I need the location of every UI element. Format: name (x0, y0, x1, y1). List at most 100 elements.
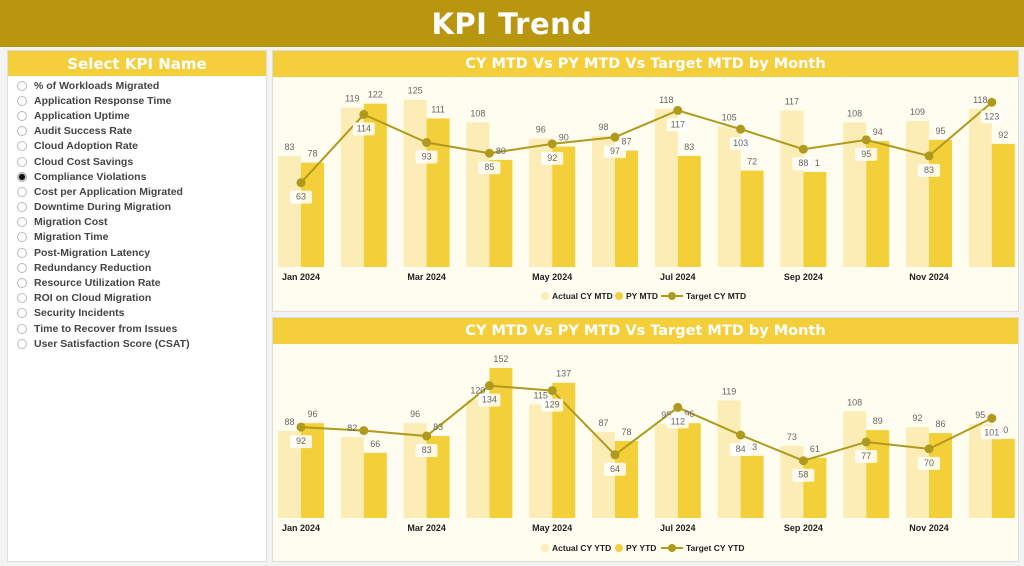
py-bar (740, 455, 764, 518)
target-point (610, 132, 620, 142)
target-point (296, 422, 306, 432)
radio-button-icon[interactable] (17, 186, 27, 197)
kpi-option-label: Post-Migration Latency (34, 246, 151, 259)
kpi-option[interactable]: Redundancy Reduction (8, 260, 266, 275)
kpi-option[interactable]: Time to Recover from Issues (8, 321, 266, 336)
target-point (924, 151, 934, 161)
target-data-label: 63 (296, 192, 306, 202)
radio-button-icon[interactable] (17, 80, 27, 91)
radio-button-icon[interactable] (17, 126, 27, 137)
legend-py-label: PY MTD (626, 291, 658, 301)
target-data-label: 84 (736, 444, 746, 454)
target-point (359, 426, 369, 436)
mtd-chart: 83 78 63 Jan 2024 119 122 114 125 111 93 Mar 2024 1… (278, 86, 1015, 301)
py-data-label: 63 (747, 442, 757, 452)
target-point (673, 402, 683, 412)
x-tick-label: Nov 2024 (909, 272, 949, 282)
actual-data-label: 87 (598, 418, 608, 428)
target-label-box (729, 443, 752, 457)
py-data-label: 78 (621, 427, 631, 437)
radio-button-icon[interactable] (17, 323, 27, 334)
kpi-option[interactable]: Compliance Violations (8, 169, 266, 184)
actual-bar (466, 122, 490, 267)
actual-data-label: 82 (347, 423, 357, 433)
radio-button-icon[interactable] (17, 247, 27, 258)
kpi-option[interactable]: Cost per Application Migrated (8, 184, 266, 199)
py-bar (677, 423, 701, 518)
actual-bar (968, 109, 992, 267)
kpi-option-label: User Satisfaction Score (CSAT) (34, 337, 190, 350)
kpi-option[interactable]: Application Response Time (8, 93, 266, 108)
radio-button-icon[interactable] (17, 338, 27, 349)
kpi-option[interactable]: Cloud Cost Savings (8, 154, 266, 169)
target-data-label: 85 (484, 162, 494, 172)
kpi-option[interactable]: Migration Cost (8, 215, 266, 230)
target-data-label: 97 (610, 146, 620, 156)
x-tick-label: Sep 2024 (784, 523, 823, 533)
actual-bar (278, 155, 301, 267)
radio-button-icon[interactable] (17, 110, 27, 121)
radio-button-icon[interactable] (17, 308, 27, 319)
radio-button-icon[interactable] (17, 95, 27, 106)
kpi-option-label: Resource Utilization Rate (34, 277, 161, 290)
actual-bar (592, 135, 615, 267)
kpi-option[interactable]: Resource Utilization Rate (8, 275, 266, 290)
kpi-option[interactable]: Post-Migration Latency (8, 245, 266, 260)
dashboard-header: KPI Trend (0, 0, 1024, 47)
kpi-option[interactable]: Security Incidents (8, 306, 266, 321)
target-label-box (666, 118, 689, 132)
radio-button-icon[interactable] (17, 171, 27, 182)
py-data-label: 90 (559, 133, 569, 143)
kpi-option[interactable]: Downtime During Migration (8, 200, 266, 215)
kpi-option[interactable]: Audit Success Rate (8, 124, 266, 139)
kpi-option-label: Security Incidents (34, 307, 125, 320)
x-tick-label: Nov 2024 (909, 523, 949, 533)
x-tick-label: Mar 2024 (407, 272, 446, 282)
target-label-box (541, 398, 564, 412)
target-data-label: 77 (861, 451, 871, 461)
kpi-option[interactable]: ROI on Cloud Migration (8, 291, 266, 306)
kpi-option[interactable]: Cloud Adoption Rate (8, 139, 266, 154)
py-data-label: 95 (935, 126, 945, 136)
target-point (987, 413, 997, 423)
actual-bar (529, 404, 553, 518)
kpi-option[interactable]: % of Workloads Migrated (8, 78, 266, 93)
py-data-label: 83 (684, 142, 694, 152)
radio-button-icon[interactable] (17, 156, 27, 167)
x-tick-label: Jan 2024 (282, 272, 320, 282)
chart-title: CY MTD Vs PY MTD Vs Target MTD by Month (273, 51, 1018, 77)
actual-data-label: 108 (470, 108, 485, 118)
radio-button-icon[interactable] (17, 202, 27, 213)
kpi-option-label: % of Workloads Migrated (34, 79, 160, 92)
actual-bar (592, 432, 615, 518)
radio-button-icon[interactable] (17, 293, 27, 304)
radio-button-icon[interactable] (17, 141, 27, 152)
kpi-option[interactable]: User Satisfaction Score (CSAT) (8, 336, 266, 351)
py-data-label: 87 (621, 137, 631, 147)
kpi-option[interactable]: Application Uptime (8, 108, 266, 123)
py-bar (991, 143, 1015, 267)
actual-data-label: 95 (975, 410, 985, 420)
actual-data-label: 109 (910, 107, 925, 117)
target-data-label: 83 (422, 445, 432, 455)
target-data-label: 129 (545, 400, 560, 410)
target-point (547, 386, 557, 396)
target-label-box (290, 435, 312, 449)
py-data-label: 94 (873, 127, 883, 137)
py-bar (552, 146, 576, 267)
radio-button-icon[interactable] (17, 278, 27, 289)
actual-bar (340, 107, 364, 267)
radio-button-icon[interactable] (17, 217, 27, 228)
actual-data-label: 73 (787, 432, 797, 442)
actual-data-label: 119 (345, 94, 359, 104)
kpi-option[interactable]: Migration Time (8, 230, 266, 245)
radio-button-icon[interactable] (17, 232, 27, 243)
py-bar (991, 439, 1015, 518)
radio-button-icon[interactable] (17, 262, 27, 273)
target-point (547, 139, 557, 149)
target-label-box (918, 456, 940, 470)
target-data-label: 117 (671, 119, 685, 129)
py-bar (615, 150, 638, 267)
py-data-label: 80 (998, 425, 1008, 435)
actual-data-label: 95 (661, 410, 671, 420)
